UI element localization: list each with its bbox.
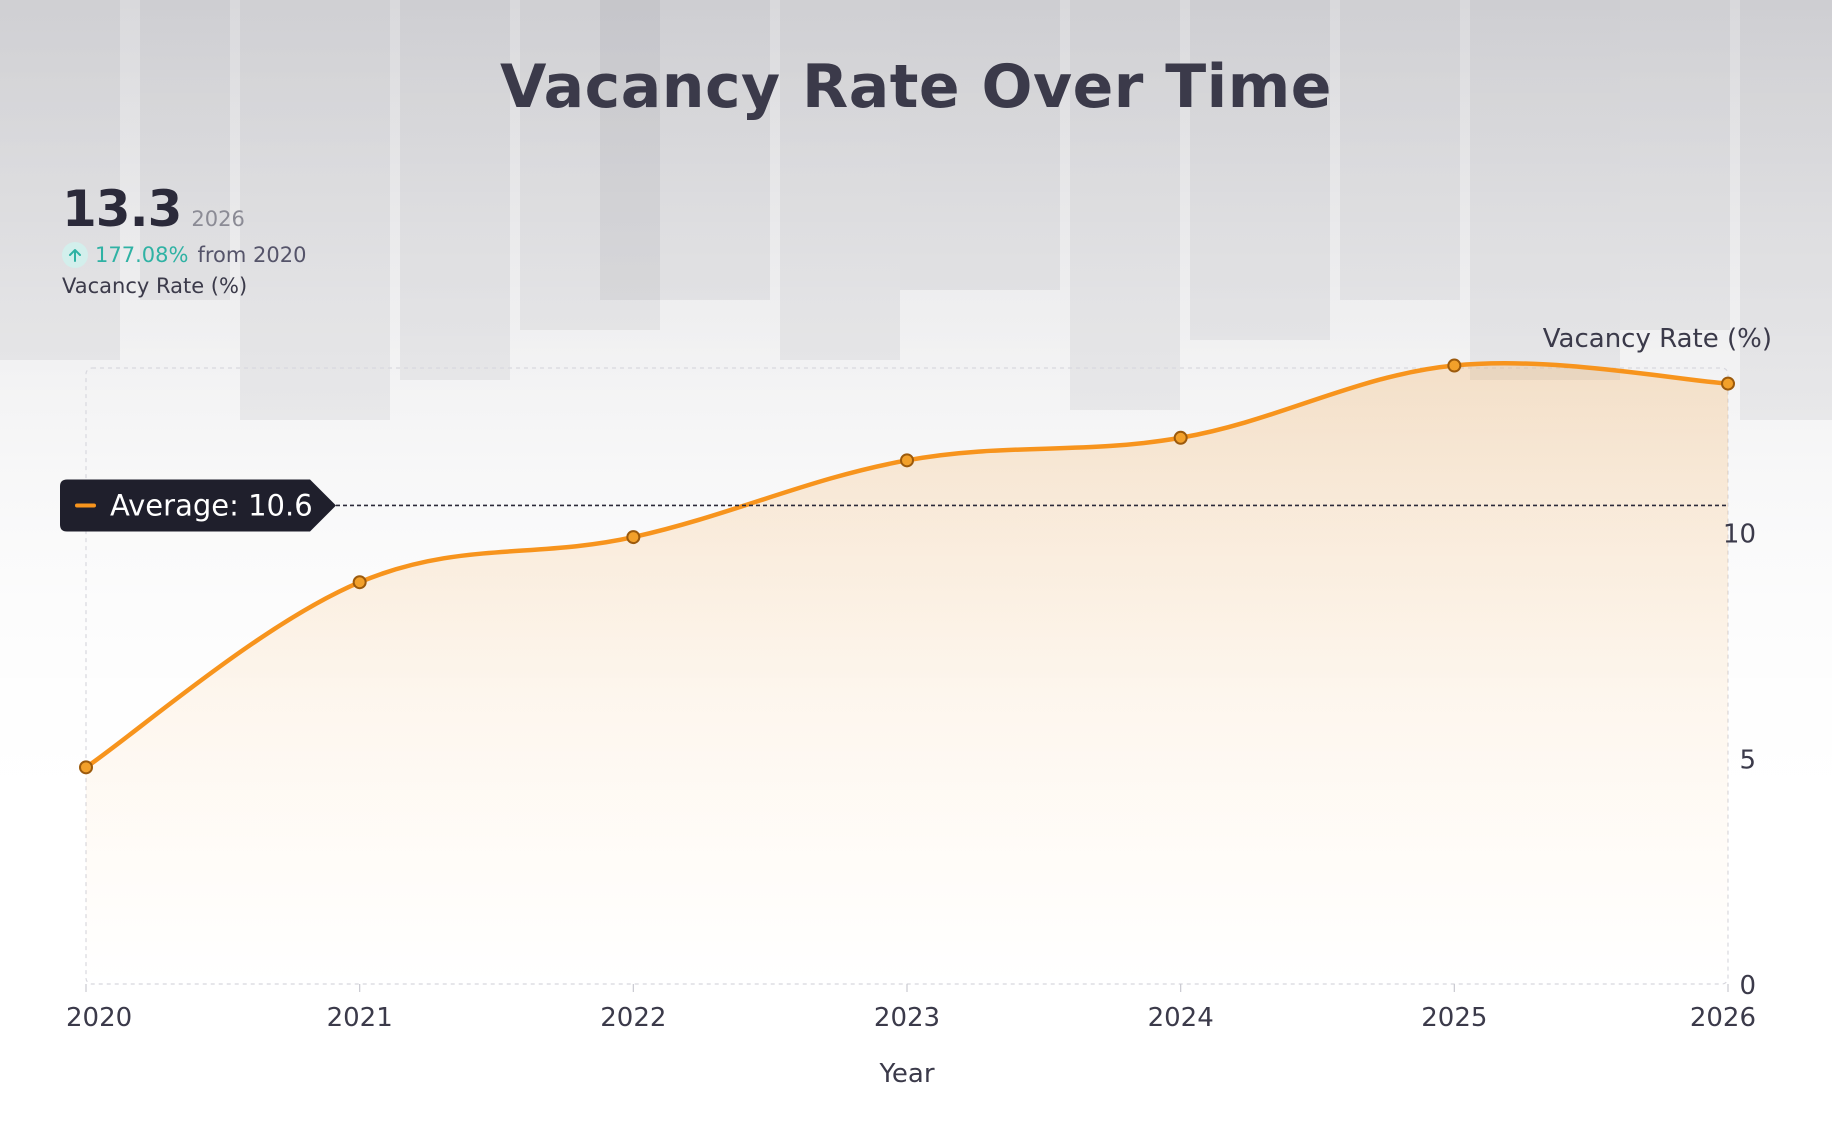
kpi-change-percent: 177.08% — [95, 243, 189, 267]
y-tick-label: 5 — [1739, 745, 1756, 775]
data-point-2024[interactable] — [1173, 430, 1188, 445]
arrow-up-icon — [62, 242, 88, 268]
average-label: Average: 10.6 — [110, 488, 313, 522]
average-line-group: Average: 10.6 — [60, 479, 1728, 532]
x-tick-label: 2026 — [1690, 1003, 1756, 1033]
background-building — [240, 0, 390, 420]
kpi-value: 13.3 — [62, 180, 182, 238]
y-tick-label: 10 — [1723, 520, 1756, 550]
background-building — [400, 0, 510, 380]
x-tick-label: 2020 — [66, 1003, 132, 1033]
data-point-2022[interactable] — [626, 530, 641, 545]
x-tick-label: 2024 — [1148, 1003, 1214, 1033]
background-building — [1740, 0, 1832, 420]
chart-title: Vacancy Rate Over Time — [500, 52, 1332, 122]
x-tick-label: 2021 — [327, 1003, 393, 1033]
background-building — [1340, 0, 1460, 300]
background-building — [140, 0, 230, 300]
y-axis-ticks: 0 5 10 — [1723, 520, 1756, 1001]
data-point-2023[interactable] — [900, 453, 914, 468]
data-point-2020[interactable] — [79, 760, 93, 775]
kpi-metric-label: Vacancy Rate (%) — [62, 274, 248, 298]
background-building — [600, 0, 770, 300]
background-building — [1190, 0, 1330, 340]
area-fill — [86, 363, 1728, 984]
background-building — [1470, 0, 1620, 380]
data-point-2026[interactable] — [1721, 376, 1735, 391]
kpi-from-text: from 2020 — [197, 243, 307, 267]
data-point-2025[interactable] — [1447, 358, 1462, 373]
background-building — [0, 0, 120, 360]
background-building — [1620, 0, 1730, 330]
background-building — [520, 0, 660, 330]
kpi-value-row: 13.3 2026 — [62, 180, 306, 238]
x-axis-ticks: 2020 2021 2022 2023 2024 2025 2026 — [66, 984, 1756, 1033]
kpi-year: 2026 — [191, 207, 245, 231]
x-tick-label: 2022 — [600, 1003, 666, 1033]
kpi-summary: 13.3 2026 177.08% from 2020 Vacancy Rate… — [62, 180, 306, 298]
series-markers — [79, 358, 1735, 775]
y-tick-label: 0 — [1739, 971, 1756, 1001]
x-tick-label: 2023 — [874, 1003, 940, 1033]
background-building — [780, 0, 900, 360]
y-axis-label: Vacancy Rate (%) — [1543, 324, 1772, 354]
background-building — [1070, 0, 1180, 410]
background-building — [900, 0, 1060, 290]
x-tick-label: 2025 — [1421, 1003, 1487, 1033]
data-point-2021[interactable] — [352, 575, 367, 590]
kpi-change-row: 177.08% from 2020 — [62, 242, 306, 268]
x-axis-label: Year — [878, 1059, 934, 1089]
average-badge — [60, 479, 336, 532]
